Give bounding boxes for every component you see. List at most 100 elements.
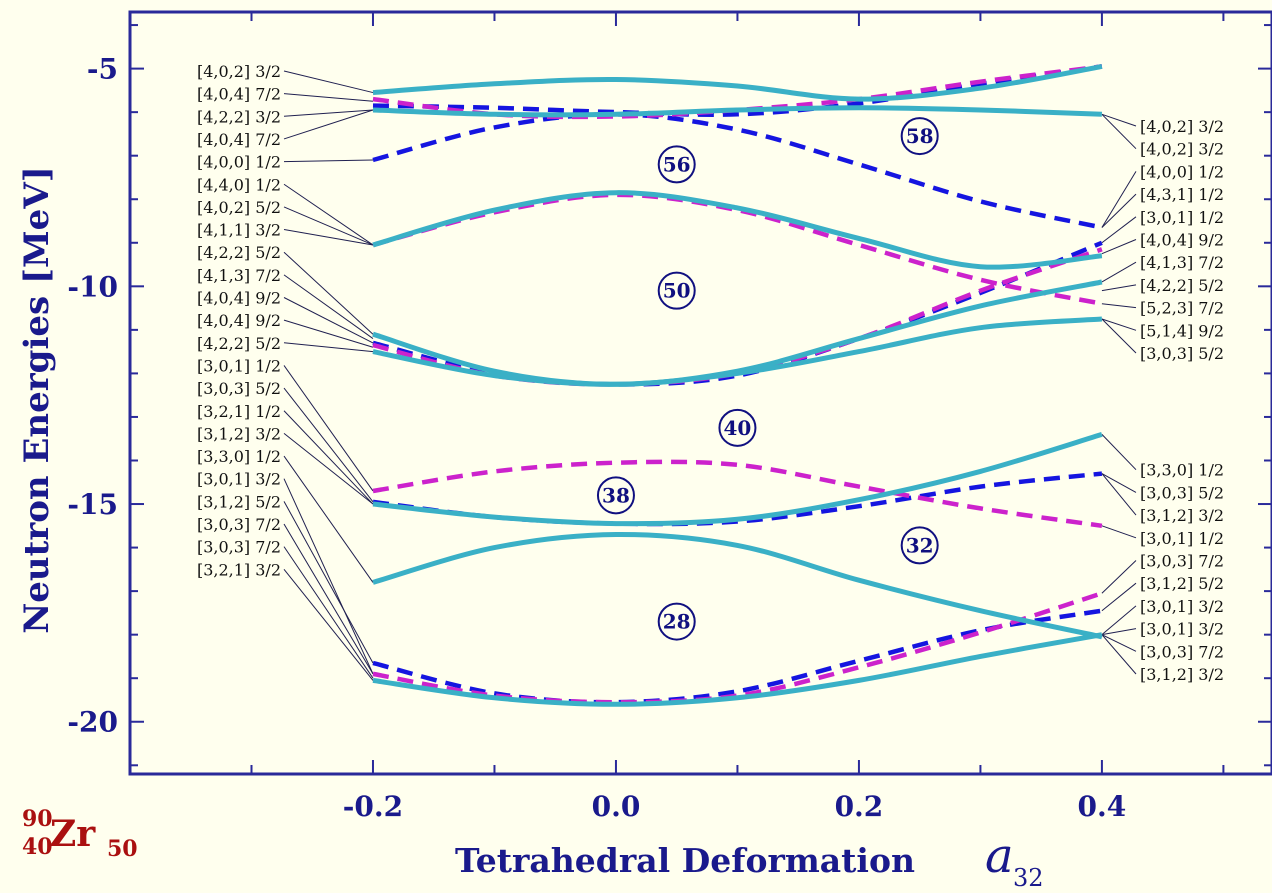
leader-line-left xyxy=(283,433,374,505)
level-label-left: [4,2,2] 3/2 xyxy=(197,107,281,126)
level-label-left: [4,0,0] 1/2 xyxy=(197,153,281,172)
level-label-right: [4,0,0] 1/2 xyxy=(1140,162,1224,181)
leader-line-left xyxy=(283,70,374,94)
level-label-right: [4,3,1] 1/2 xyxy=(1140,185,1224,204)
magic-number-circle xyxy=(900,526,939,565)
y-tick-label: -10 xyxy=(67,270,118,303)
x-tick-label: -0.2 xyxy=(343,790,403,823)
level-label-right: [3,0,3] 5/2 xyxy=(1140,344,1224,363)
level-label-left: [4,0,4] 7/2 xyxy=(197,130,281,149)
series-line-solid xyxy=(372,105,1102,118)
series-line-solid xyxy=(372,279,1103,387)
level-label-left: [4,2,2] 5/2 xyxy=(197,243,281,262)
level-label-right: [4,1,3] 7/2 xyxy=(1140,253,1224,272)
magic-number-label: 28 xyxy=(663,610,691,634)
level-label-right: [3,3,0] 1/2 xyxy=(1140,461,1224,480)
x-axis-symbol-subscript: 32 xyxy=(1013,864,1044,892)
magic-number-label: 32 xyxy=(906,533,934,557)
nucleus-symbol: Zr xyxy=(50,813,96,855)
level-label-right: [3,0,3] 7/2 xyxy=(1140,552,1224,571)
level-label-right: [4,0,4] 9/2 xyxy=(1140,231,1224,250)
leader-line-left xyxy=(283,410,374,505)
magic-numbers: 58 56 50 40 38 32 28 xyxy=(596,117,939,641)
leader-line-right xyxy=(1101,473,1137,516)
leader-line-right xyxy=(1101,216,1137,244)
magic-number-circle xyxy=(900,117,939,156)
leader-line-left xyxy=(283,546,374,679)
leader-line-right xyxy=(1101,582,1137,612)
level-label-right: [3,0,1] 1/2 xyxy=(1140,529,1224,548)
series-lines xyxy=(372,63,1103,707)
leader-line-left xyxy=(283,93,374,102)
magic-number-label: 56 xyxy=(663,152,691,176)
level-label-left: [4,4,0] 1/2 xyxy=(197,175,281,194)
leader-line-left xyxy=(283,109,374,117)
axis-ticks: -0.2 0.0 0.2 0.4 -5 -10 -15 -20 xyxy=(67,12,1272,823)
level-label-left: [4,0,2] 3/2 xyxy=(197,62,281,81)
level-label-left: [3,2,1] 3/2 xyxy=(197,560,281,579)
plot-frame xyxy=(128,10,1272,776)
magic-number-circle xyxy=(657,271,696,310)
leader-line-right xyxy=(1101,171,1137,228)
leader-line-left xyxy=(283,478,374,675)
leader-line-left xyxy=(283,319,374,348)
level-label-left: [3,2,1] 1/2 xyxy=(197,402,281,421)
magic-number-label: 40 xyxy=(724,416,752,440)
leader-line-left xyxy=(283,274,374,339)
level-label-right: [5,1,4] 9/2 xyxy=(1140,321,1224,340)
level-label-right: [3,0,3] 5/2 xyxy=(1140,483,1224,502)
x-axis-title: Tetrahedral Deformation xyxy=(455,841,915,880)
level-label-right: [3,0,3] 7/2 xyxy=(1140,642,1224,661)
level-label-left: [3,3,0] 1/2 xyxy=(197,447,281,466)
level-label-left: [4,1,1] 3/2 xyxy=(197,221,281,240)
level-label-right: [3,1,2] 3/2 xyxy=(1140,665,1224,684)
leader-line-right xyxy=(1101,605,1137,636)
level-label-left: [4,0,4] 9/2 xyxy=(197,289,281,308)
magic-number-circle xyxy=(657,145,696,184)
magic-number-label: 38 xyxy=(602,483,630,507)
leader-line-left xyxy=(283,365,374,492)
leader-line-left xyxy=(283,109,374,140)
magic-number-circle xyxy=(718,408,757,447)
leader-line-right xyxy=(1101,193,1137,228)
series-line-solid xyxy=(372,632,1103,707)
leader-line-right xyxy=(1101,318,1137,354)
level-label-right: [3,0,1] 3/2 xyxy=(1140,597,1224,616)
magic-number-label: 50 xyxy=(663,279,691,303)
y-tick-label: -20 xyxy=(67,706,118,739)
level-label-right: [3,1,2] 3/2 xyxy=(1140,506,1224,525)
level-label-left: [3,0,1] 3/2 xyxy=(197,470,281,489)
leader-line-left xyxy=(283,501,374,664)
level-labels: [4,0,2] 3/2 [4,0,4] 7/2 [4,2,2] 3/2 [4,0,4]… xyxy=(197,62,1224,684)
level-label-right: [4,2,2] 5/2 xyxy=(1140,276,1224,295)
series-line-blue-dashed xyxy=(372,240,1103,387)
leader-line-left xyxy=(283,251,374,335)
x-axis-symbol: a xyxy=(985,828,1014,884)
level-label-left: [4,0,4] 9/2 xyxy=(197,311,281,330)
leader-line-right xyxy=(1101,560,1137,594)
leader-line-left xyxy=(283,523,374,675)
series-line-solid xyxy=(372,531,1103,640)
series-line-magenta-dashed xyxy=(372,591,1103,705)
series-line-solid xyxy=(372,63,1103,102)
level-label-right: [3,1,2] 5/2 xyxy=(1140,574,1224,593)
series-line-solid xyxy=(372,432,1103,527)
level-label-left: [3,0,3] 7/2 xyxy=(197,515,281,534)
series-line-magenta-dashed xyxy=(372,459,1103,529)
level-label-left: [4,0,2] 5/2 xyxy=(197,198,281,217)
leader-line-right xyxy=(1101,284,1137,292)
leader-line-right xyxy=(1101,634,1137,675)
level-label-right: [4,0,2] 3/2 xyxy=(1140,140,1224,159)
level-label-right: [5,2,3] 7/2 xyxy=(1140,299,1224,318)
level-label-left: [3,1,2] 5/2 xyxy=(197,492,281,511)
magic-number-circle xyxy=(657,602,696,641)
y-axis-title: Neutron Energies [MeV] xyxy=(17,166,57,634)
level-label-left: [3,0,3] 5/2 xyxy=(197,379,281,398)
leader-line-right xyxy=(1101,113,1137,150)
leader-line-left xyxy=(283,568,374,681)
leader-line-left xyxy=(283,387,374,503)
series-line-solid xyxy=(372,190,1103,270)
level-label-left: [4,0,4] 7/2 xyxy=(197,85,281,104)
leader-line-right xyxy=(1101,473,1137,493)
